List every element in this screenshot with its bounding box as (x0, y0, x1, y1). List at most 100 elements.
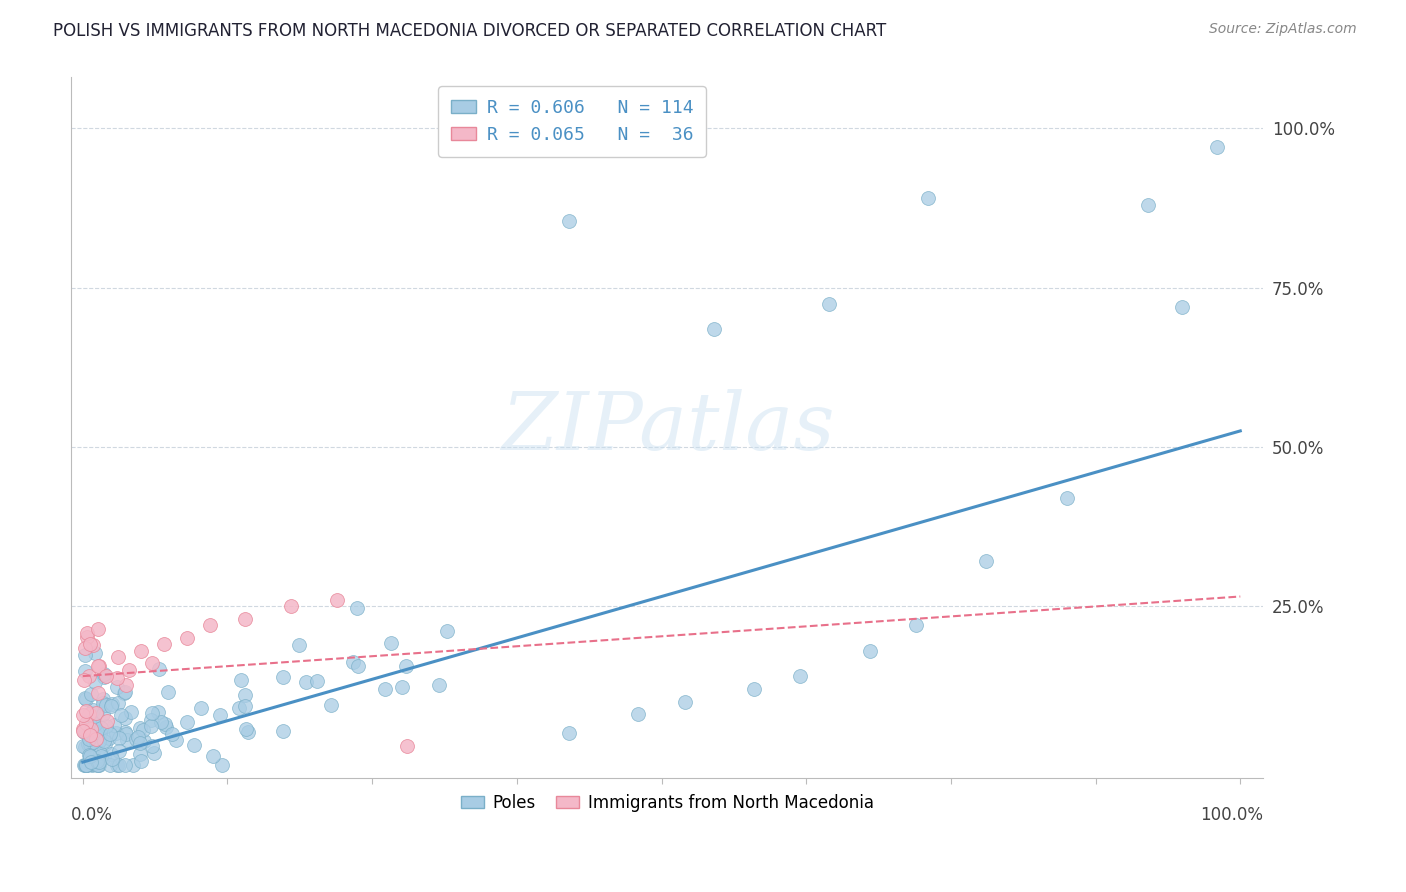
Point (236, 725, 259, 739)
Point (87, 658, 110, 673)
Point (128, 747, 150, 762)
Point (75, 692, 97, 706)
Point (103, 717, 125, 731)
Point (150, 715, 173, 730)
Point (90, 721, 112, 735)
Point (436, 624, 458, 639)
Point (146, 705, 169, 719)
Point (75, 758, 97, 772)
Point (129, 754, 152, 768)
Point (79, 706, 101, 720)
Point (380, 636, 402, 650)
Point (82, 751, 104, 765)
Point (80, 756, 103, 770)
Point (72, 708, 94, 723)
Point (75, 704, 97, 718)
Point (100, 699, 122, 714)
Point (79, 722, 101, 736)
Point (75, 758, 97, 772)
Point (87, 622, 110, 636)
Point (73, 640, 96, 655)
Point (1136, 198, 1159, 212)
Point (93, 667, 115, 681)
Point (93, 750, 115, 764)
Point (295, 675, 318, 690)
Point (627, 707, 650, 722)
Point (87, 758, 110, 772)
Point (141, 714, 163, 728)
Point (77, 714, 100, 729)
Point (73, 758, 96, 772)
Point (76, 758, 98, 772)
Point (73, 673, 96, 687)
Point (115, 733, 138, 747)
Point (558, 726, 581, 740)
Point (82, 758, 104, 772)
Point (114, 710, 136, 724)
Point (118, 663, 141, 677)
Point (742, 681, 765, 696)
Point (917, 191, 939, 205)
Point (94, 669, 117, 683)
Point (82, 703, 104, 717)
Point (129, 736, 152, 750)
Text: 100.0%: 100.0% (1201, 806, 1264, 824)
Point (1206, 140, 1229, 154)
Point (82, 638, 104, 652)
Point (87, 659, 110, 673)
Point (83, 718, 105, 732)
Point (96, 714, 118, 728)
Point (76, 630, 98, 644)
Point (122, 758, 145, 772)
Point (82, 747, 104, 761)
Point (148, 662, 170, 676)
Point (107, 650, 129, 665)
Point (228, 701, 250, 715)
Point (114, 685, 136, 699)
Point (233, 688, 256, 702)
Point (79, 728, 101, 742)
Point (155, 720, 177, 734)
Point (391, 681, 413, 695)
Point (86, 758, 108, 772)
Point (89, 726, 111, 740)
Point (558, 213, 581, 227)
Point (156, 685, 179, 699)
Point (98, 758, 121, 772)
Text: ZIPatlas: ZIPatlas (501, 389, 834, 467)
Point (703, 322, 725, 336)
Point (73, 758, 96, 772)
Point (789, 669, 811, 683)
Point (89, 751, 111, 765)
Point (190, 701, 212, 715)
Point (132, 734, 155, 748)
Point (75, 716, 97, 731)
Point (77, 731, 100, 746)
Point (165, 732, 187, 747)
Point (107, 696, 129, 710)
Point (271, 669, 294, 683)
Point (84, 717, 107, 731)
Point (125, 731, 148, 746)
Point (395, 739, 418, 754)
Point (100, 752, 122, 766)
Point (100, 727, 122, 741)
Point (91, 706, 114, 721)
Point (280, 599, 302, 613)
Point (132, 723, 155, 737)
Point (93, 670, 115, 684)
Point (84, 732, 107, 747)
Point (93, 737, 115, 751)
Point (84, 675, 107, 690)
Point (229, 673, 252, 687)
Point (75, 664, 97, 678)
Point (73, 648, 96, 662)
Legend: Poles, Immigrants from North Macedonia: Poles, Immigrants from North Macedonia (454, 788, 880, 819)
Point (110, 708, 132, 723)
Point (105, 671, 128, 685)
Point (72, 723, 94, 738)
Point (105, 758, 128, 772)
Point (94, 718, 117, 732)
Point (87, 685, 110, 699)
Point (105, 726, 128, 740)
